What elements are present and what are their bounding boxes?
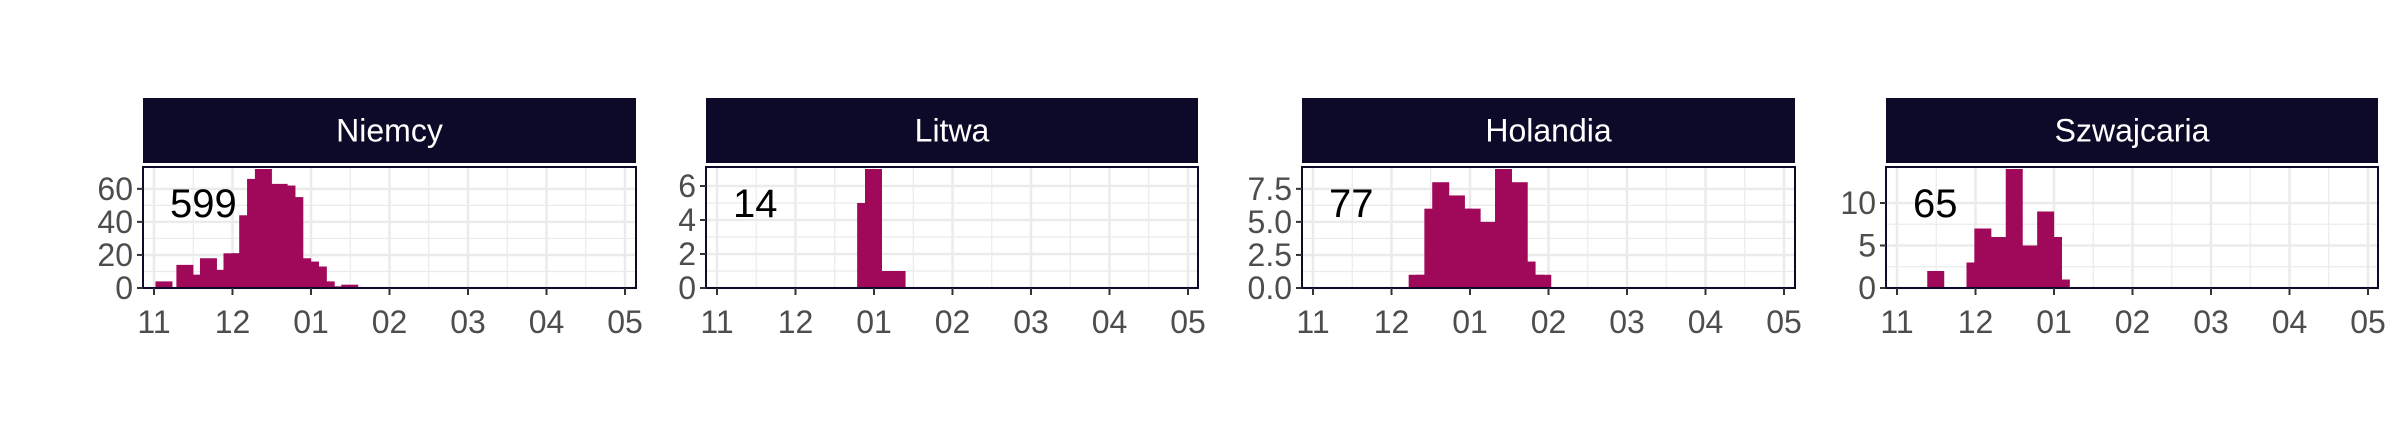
facet-strip-label: Holandia	[1485, 113, 1612, 149]
x-tick-label: 02	[935, 304, 971, 340]
x-tick-label: 12	[1374, 304, 1410, 340]
x-tick-label: 02	[2115, 304, 2151, 340]
bar	[888, 271, 906, 288]
y-tick-label: 5	[1858, 228, 1876, 264]
facet-strip	[1302, 98, 1795, 163]
x-tick-label: 12	[215, 304, 251, 340]
y-tick-label: 6	[678, 168, 696, 204]
x-tick-label: 05	[1766, 304, 1802, 340]
facet-panel-holandia: Holandia 77 0.02.55.07.5 11 12 01 02 03 04 05	[1248, 98, 1802, 340]
x-tick-label: 11	[137, 304, 170, 340]
y-tick-label: 5.0	[1248, 204, 1292, 240]
x-tick-label: 05	[2350, 304, 2386, 340]
panel-total-label: 14	[733, 182, 778, 226]
y-tick-label: 0	[678, 270, 696, 306]
x-tick-label: 01	[293, 304, 329, 340]
x-tick-label: 11	[700, 304, 733, 340]
x-tick-label: 05	[1170, 304, 1206, 340]
x-tick-label: 02	[1531, 304, 1567, 340]
x-tick-label: 01	[1452, 304, 1488, 340]
x-tick-label: 11	[1296, 304, 1329, 340]
y-tick-label: 4	[678, 202, 696, 238]
bar	[341, 284, 359, 288]
bar	[1927, 271, 1945, 288]
panel-total-label: 65	[1913, 182, 1958, 226]
y-tick-label: 20	[97, 237, 133, 273]
panel-total-label: 77	[1329, 182, 1374, 226]
facet-strip	[1886, 98, 2378, 163]
y-tick-label: 2.5	[1248, 237, 1292, 273]
x-tick-label: 04	[1688, 304, 1724, 340]
facet-strip-label: Litwa	[915, 113, 990, 149]
facet-strip	[706, 98, 1198, 163]
x-tick-label: 03	[1013, 304, 1049, 340]
facet-strip-label: Szwajcaria	[2055, 113, 2210, 149]
bar	[155, 281, 173, 288]
x-tick-label: 03	[1609, 304, 1645, 340]
bar	[317, 281, 335, 288]
bar	[2045, 237, 2062, 288]
y-tick-label: 10	[1840, 185, 1876, 221]
bar	[1534, 274, 1552, 288]
y-tick-label: 40	[97, 204, 133, 240]
bar	[2052, 279, 2070, 288]
x-tick-label: 01	[856, 304, 892, 340]
x-tick-label: 04	[1092, 304, 1128, 340]
x-tick-label: 04	[529, 304, 565, 340]
facet-strip	[143, 98, 636, 163]
panel-total-label: 599	[170, 182, 237, 226]
y-tick-label: 60	[97, 171, 133, 207]
x-tick-label: 04	[2272, 304, 2308, 340]
x-tick-label: 12	[1958, 304, 1994, 340]
y-tick-label: 7.5	[1248, 171, 1292, 207]
bar	[865, 169, 882, 288]
x-tick-label: 02	[372, 304, 408, 340]
x-tick-label: 01	[2036, 304, 2072, 340]
x-tick-label: 11	[1880, 304, 1913, 340]
y-tick-label: 0.0	[1248, 270, 1292, 306]
facet-strip-label: Niemcy	[336, 113, 443, 149]
y-tick-label: 0	[1858, 270, 1876, 306]
x-tick-label: 12	[778, 304, 814, 340]
x-tick-label: 03	[2193, 304, 2229, 340]
y-tick-label: 2	[678, 236, 696, 272]
x-tick-label: 05	[607, 304, 643, 340]
y-tick-label: 0	[115, 270, 133, 306]
x-tick-label: 03	[450, 304, 486, 340]
